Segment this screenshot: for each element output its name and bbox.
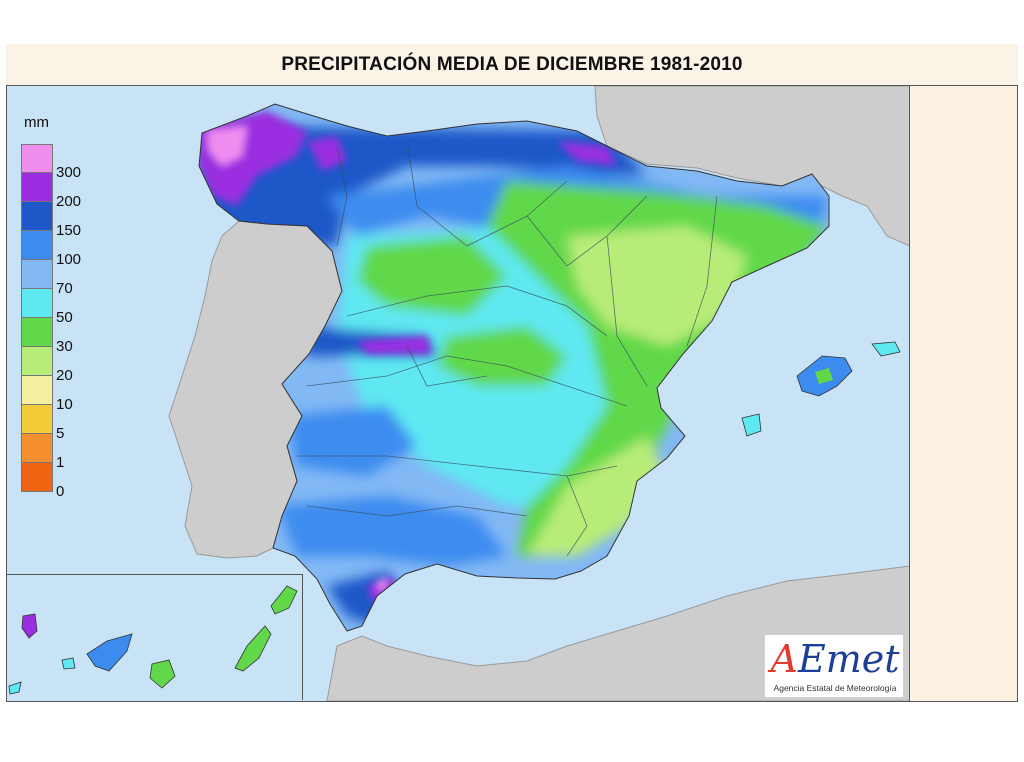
aemet-logo: AEmet Agencia Estatal de Meteorología xyxy=(764,634,904,698)
legend-swatch-100 xyxy=(21,231,53,260)
legend-panel xyxy=(911,86,1017,701)
legend-label-200: 200 xyxy=(56,193,82,210)
legend-label-300: 300 xyxy=(56,164,82,181)
legend-swatch-5 xyxy=(21,405,53,434)
legend-unit: mm xyxy=(24,114,49,131)
spain-outline xyxy=(198,103,830,632)
north-africa-landmass xyxy=(326,565,909,701)
region-borders xyxy=(297,140,718,557)
legend-swatch-20 xyxy=(21,347,53,376)
title-bar: PRECIPITACIÓN MEDIA DE DICIEMBRE 1981-20… xyxy=(6,44,1018,86)
aemet-logo-subtitle: Agencia Estatal de Meteorología xyxy=(773,683,897,693)
canary-islands-inset xyxy=(7,574,303,701)
legend-swatch-0 xyxy=(21,463,53,492)
legend-label-20: 20 xyxy=(56,367,73,384)
legend-swatch-150 xyxy=(21,202,53,231)
legend-label-50: 50 xyxy=(56,309,73,326)
legend-label-150: 150 xyxy=(56,222,82,239)
legend-swatch-10 xyxy=(21,376,53,405)
legend-label-100: 100 xyxy=(56,251,82,268)
legend-swatch-1 xyxy=(21,434,53,463)
legend-swatch-50 xyxy=(21,289,53,318)
legend-label-5: 5 xyxy=(56,425,65,442)
legend-swatch-300 xyxy=(21,144,53,173)
legend-label-10: 10 xyxy=(56,396,73,413)
legend-label-30: 30 xyxy=(56,338,73,355)
aemet-logo-wordmark: AEmet xyxy=(770,637,900,681)
legend-label-70: 70 xyxy=(56,280,73,297)
precipitation-map xyxy=(7,86,909,701)
legend-color-bar xyxy=(21,144,53,492)
legend-label-1: 1 xyxy=(56,454,65,471)
legend-swatch-30 xyxy=(21,318,53,347)
legend-swatch-200 xyxy=(21,173,53,202)
balearic-islands xyxy=(741,341,901,437)
map-area xyxy=(7,86,910,701)
legend-swatch-70 xyxy=(21,260,53,289)
map-title: PRECIPITACIÓN MEDIA DE DICIEMBRE 1981-20… xyxy=(281,53,743,75)
legend-label-0: 0 xyxy=(56,483,65,500)
